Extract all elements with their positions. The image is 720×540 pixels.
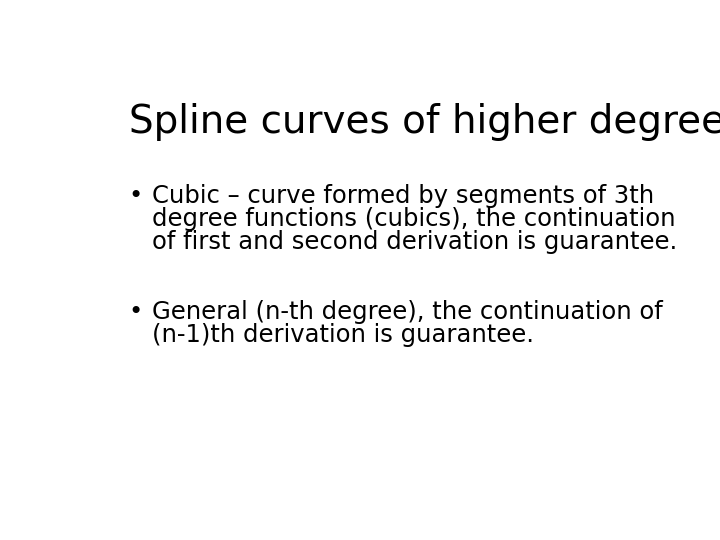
- Text: of first and second derivation is guarantee.: of first and second derivation is guaran…: [152, 231, 678, 254]
- Text: Spline curves of higher degree: Spline curves of higher degree: [129, 103, 720, 141]
- Text: General (n-th degree), the continuation of: General (n-th degree), the continuation …: [152, 300, 662, 323]
- Text: •: •: [129, 184, 143, 208]
- Text: (n-1)th derivation is guarantee.: (n-1)th derivation is guarantee.: [152, 323, 534, 347]
- Text: Cubic – curve formed by segments of 3th: Cubic – curve formed by segments of 3th: [152, 184, 654, 208]
- Text: degree functions (cubics), the continuation: degree functions (cubics), the continuat…: [152, 207, 675, 231]
- Text: •: •: [129, 300, 143, 323]
